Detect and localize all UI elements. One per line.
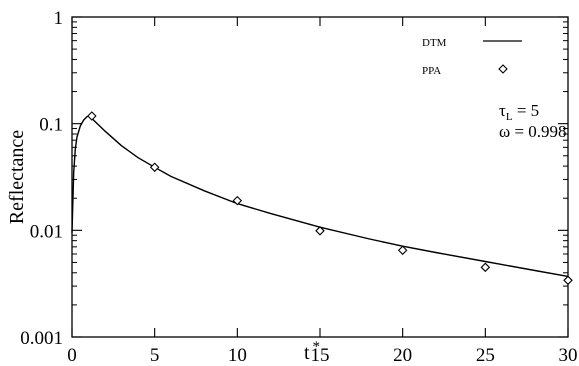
y-tick-label: 1 — [54, 8, 64, 29]
series-line-dtm — [71, 115, 569, 278]
tau-annotation: τL = 5 — [499, 101, 539, 123]
legend-label-ppa: PPA — [422, 65, 441, 77]
y-tick-labels: 0.001 0.01 0.1 1 — [20, 8, 63, 349]
tau-symbol: τ — [499, 101, 506, 120]
legend-label-dtm: DTM — [422, 37, 447, 49]
x-tick-label: 20 — [393, 345, 412, 366]
legend: DTM PPA — [422, 37, 522, 77]
data-point-ppa — [232, 195, 243, 206]
legend-marker-ppa — [498, 64, 508, 74]
x-tick-labels: 0 5 10 15 20 25 30 — [67, 345, 577, 366]
data-point-ppa — [149, 162, 160, 173]
plot-area — [71, 16, 569, 338]
tau-value: = 5 — [513, 101, 540, 120]
data-series — [71, 111, 573, 286]
x-tick-label: 30 — [559, 345, 578, 366]
data-point-ppa — [87, 111, 97, 121]
y-tick-label: 0.01 — [30, 221, 63, 242]
y-tick-label: 0.001 — [20, 328, 63, 349]
axis-ticks — [71, 16, 569, 338]
x-tick-label: 0 — [67, 345, 77, 366]
y-tick-label: 0.1 — [39, 115, 63, 136]
x-tick-label: 5 — [150, 345, 160, 366]
x-tick-label: 25 — [476, 345, 495, 366]
x-axis-title: t * — [304, 339, 320, 364]
x-tick-label: 10 — [228, 345, 247, 366]
x-tick-label: 15 — [311, 345, 330, 366]
data-point-ppa — [397, 245, 408, 256]
data-point-ppa — [563, 275, 573, 286]
x-axis-label-superscript: * — [313, 339, 321, 355]
tau-subscript: L — [506, 111, 513, 123]
omega-annotation: ω = 0.998 — [499, 122, 567, 141]
data-point-ppa — [315, 226, 325, 236]
data-point-ppa — [480, 262, 491, 273]
y-axis-title: Reflectance — [6, 130, 28, 224]
x-axis-label: t — [304, 342, 310, 364]
